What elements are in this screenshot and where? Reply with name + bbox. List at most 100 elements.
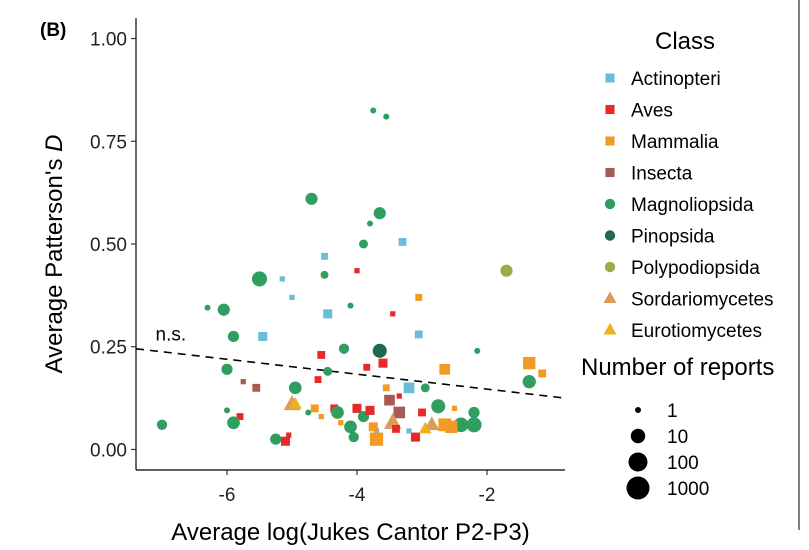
legend-label-magnoliopsida: Magnoliopsida <box>631 195 754 216</box>
data-point-actinopteri <box>321 252 328 260</box>
data-point-magnoliopsida <box>221 363 233 375</box>
data-point-aves <box>418 408 426 417</box>
data-point-aves <box>392 424 400 433</box>
legend-label-actinopteri: Actinopteri <box>631 69 721 90</box>
y-axis-title-italic: D <box>41 135 68 152</box>
x-tick-label: -6 <box>219 485 236 506</box>
data-point-mammalia <box>338 420 344 426</box>
legend-key-insecta <box>605 167 615 178</box>
data-point-eurotiomycetes <box>288 397 302 409</box>
legend-label-insecta: Insecta <box>631 164 693 185</box>
data-point-actinopteri <box>289 294 295 301</box>
data-point-aves <box>286 432 292 438</box>
trend-significance-label: n.s. <box>156 325 187 346</box>
data-point-mammalia <box>439 363 451 375</box>
y-tick-label: 0.00 <box>90 440 127 461</box>
data-point-magnoliopsida <box>348 431 359 443</box>
data-point-aves <box>352 403 362 413</box>
data-point-magnoliopsida <box>431 399 446 414</box>
data-point-actinopteri <box>279 276 285 282</box>
legend-key-mammalia <box>605 136 615 146</box>
legend-key-eurotiomycetes <box>603 322 617 335</box>
data-point-magnoliopsida <box>251 271 268 287</box>
size-legend-label: 1000 <box>667 479 709 500</box>
data-point-magnoliopsida <box>305 192 318 205</box>
data-point-magnoliopsida <box>370 107 377 114</box>
data-point-aves <box>317 351 326 359</box>
data-point-magnoliopsida <box>323 366 333 376</box>
data-point-insecta <box>240 379 246 385</box>
data-point-aves <box>390 311 396 317</box>
data-point-aves <box>378 358 388 368</box>
trend-line <box>135 347 566 399</box>
data-point-insecta <box>393 406 406 419</box>
data-points <box>156 107 547 446</box>
data-point-magnoliopsida <box>227 416 240 430</box>
data-point-polypodiopsida <box>500 264 513 277</box>
legend-label-sordariomycetes: Sordariomycetes <box>631 290 774 311</box>
data-point-aves <box>236 413 244 421</box>
data-point-aves <box>396 393 402 399</box>
x-axis-title: Average log(Jukes Cantor P2-P3) <box>171 519 529 546</box>
legend-key-sordariomycetes <box>603 291 617 304</box>
axes <box>135 18 565 471</box>
size-legend-label: 1 <box>667 401 678 422</box>
data-point-actinopteri <box>414 330 423 339</box>
y-tick-label: 0.25 <box>90 338 127 359</box>
y-tick-label: 0.75 <box>90 132 127 153</box>
data-point-aves <box>354 268 360 274</box>
data-point-magnoliopsida <box>383 113 390 120</box>
y-axis-title-text: Average Patterson's <box>41 152 68 374</box>
legend-key-pinopsida <box>604 230 616 241</box>
size-legend: Number of reports 1 10 100 1000 <box>581 354 774 500</box>
legend-key-actinopteri <box>605 73 615 83</box>
data-point-aves <box>410 432 421 442</box>
data-point-sordariomycetes <box>383 413 402 429</box>
data-point-magnoliopsida <box>344 420 357 434</box>
size-legend-key <box>630 428 646 444</box>
data-point-aves <box>314 376 322 384</box>
data-point-magnoliopsida <box>373 207 386 220</box>
legend-key-polypodiopsida <box>604 261 616 273</box>
data-point-mammalia <box>415 293 423 301</box>
legend-label-pinopsida: Pinopsida <box>631 227 715 248</box>
data-point-magnoliopsida <box>466 417 482 433</box>
data-point-insecta <box>252 383 261 392</box>
data-point-actinopteri <box>323 309 333 319</box>
data-point-mammalia <box>368 422 378 432</box>
data-point-eurotiomycetes <box>418 421 432 434</box>
data-point-aves <box>280 436 291 446</box>
size-legend-key <box>626 476 650 500</box>
size-legend-label: 100 <box>667 453 699 474</box>
data-point-mammalia <box>382 384 390 392</box>
data-point-magnoliopsida <box>522 375 536 389</box>
data-point-magnoliopsida <box>474 347 481 354</box>
data-point-actinopteri <box>406 428 412 434</box>
data-point-mammalia <box>310 404 319 413</box>
y-tick-label: 0.50 <box>90 235 127 256</box>
data-point-magnoliopsida <box>420 383 430 393</box>
data-point-actinopteri <box>258 331 268 341</box>
data-point-magnoliopsida <box>217 303 230 316</box>
x-tick-label: -2 <box>479 485 496 506</box>
data-point-mammalia <box>369 432 384 446</box>
data-point-magnoliopsida <box>227 330 240 343</box>
class-legend: Class Actinopteri Aves Mammalia Insecta Magn… <box>603 28 774 342</box>
size-legend-key <box>635 407 641 413</box>
y-tick-label: 1.00 <box>90 30 127 51</box>
data-point-magnoliopsida <box>468 406 480 419</box>
size-legend-key <box>628 452 648 472</box>
axis-ticks: 0.00 0.25 0.50 0.75 1.00 -6 -4 -2 <box>90 30 495 506</box>
legend-label-aves: Aves <box>631 101 673 122</box>
data-point-magnoliopsida <box>305 409 312 416</box>
data-point-aves <box>363 363 371 371</box>
data-point-magnoliopsida <box>359 239 368 249</box>
size-legend-label: 10 <box>667 427 688 448</box>
data-point-magnoliopsida <box>288 381 302 395</box>
data-point-magnoliopsida <box>156 419 168 430</box>
data-point-pinopsida <box>372 343 387 358</box>
data-point-magnoliopsida <box>320 270 329 279</box>
data-point-magnoliopsida <box>338 343 350 354</box>
panel-label: (B) <box>40 20 66 41</box>
